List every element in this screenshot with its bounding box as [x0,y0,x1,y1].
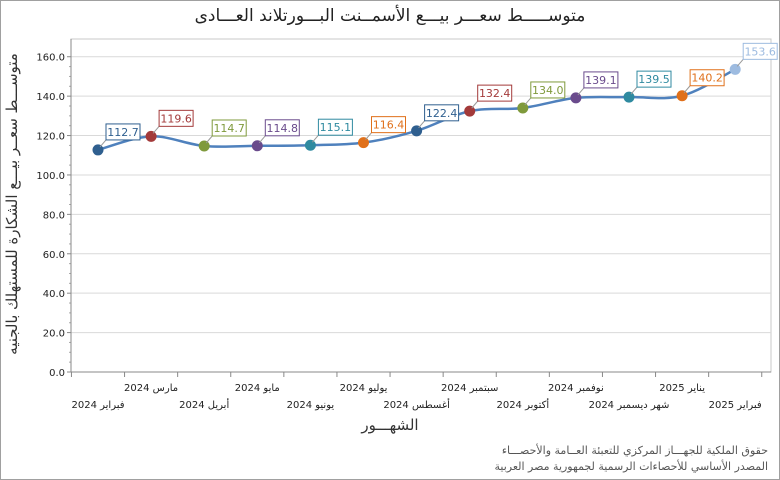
data-label-box [424,104,460,122]
y-tick-label: 40.0 [43,289,65,300]
data-label-box [317,118,353,136]
x-tick-label: مارس 2024 [124,383,178,394]
x-tick-label: مايو 2024 [235,383,280,394]
x-tick-label: أغسطس 2024 [383,398,450,411]
y-tick-label: 120.0 [36,132,65,143]
data-label: 116.4 [373,119,405,132]
data-label: 114.8 [267,122,299,135]
data-point [411,125,423,137]
data-point [623,91,635,103]
data-point [729,63,741,75]
data-label: 119.6 [160,112,192,125]
y-tick-label: 160.0 [36,53,65,64]
y-tick-label: 0.0 [49,368,65,379]
data-label-box [371,116,406,134]
data-label-box [636,70,672,88]
data-label: 139.5 [638,73,670,86]
data-label: 122.4 [426,107,458,120]
data-point [358,137,369,149]
data-label-leader [736,59,744,67]
data-label-box [530,81,566,99]
data-label-leader [471,100,479,109]
data-label-box [264,119,300,137]
x-tick-label: فبراير 2024 [71,400,124,411]
data-label-leader [418,120,425,129]
x-tick-label: يونيو 2024 [287,400,335,411]
data-point [145,130,157,142]
chart-title: متوســـــط سعـــر بيـــع الأسمــنت البــ… [194,6,586,26]
data-label-leader [205,135,213,144]
x-tick-label: نوفمبر 2024 [548,383,604,394]
y-tick-label: 60.0 [43,250,65,261]
data-point [92,144,104,156]
data-label: 134.0 [532,84,564,97]
data-label: 114.7 [213,122,245,135]
data-label-leader [630,86,638,95]
data-label-box [211,119,247,137]
copyright-note: حقوق الملكية للجهـــاز المركزي للتعبئة ا… [501,444,768,457]
data-label-leader [524,97,532,106]
y-tick-label: 80.0 [43,210,65,221]
x-tick-label: يناير 2025 [659,383,705,394]
data-point [464,105,476,117]
x-tick-label: فبراير 2025 [709,400,762,411]
data-label-leader [258,135,266,144]
x-axis-label: الشهـــور [361,416,419,434]
x-tick-label: يوليو 2024 [340,383,388,394]
data-label-box [158,109,194,127]
y-tick-label: 20.0 [43,329,65,340]
data-label: 132.4 [479,87,511,100]
data-label-box [689,69,725,87]
source-note: المصدر الأساسي للأحصاءات الرسمية لجمهوري… [494,460,768,473]
x-tick-label: أكتوبر 2024 [496,398,549,411]
data-label-leader [152,126,160,134]
data-label-box [742,42,778,60]
data-label: 153.6 [744,45,776,58]
data-label: 140.2 [691,72,723,85]
data-label-leader [365,132,372,140]
data-label-box [583,71,619,89]
x-tick-label: أبريل 2024 [179,398,229,411]
y-tick-label: 140.0 [36,92,65,103]
data-point [251,140,263,152]
plot-area [70,38,772,373]
data-label-leader [577,87,585,96]
data-point [570,92,582,104]
data-label: 139.1 [585,74,617,87]
data-point [304,139,316,151]
data-label: 115.1 [320,121,352,134]
data-label: 112.7 [107,126,139,139]
data-label-leader [99,139,107,148]
data-label-leader [683,85,691,94]
data-point [198,140,210,152]
data-label-box [105,123,141,141]
data-label-box [477,84,513,102]
x-tick-label: سبتمبر 2024 [441,383,498,394]
x-tick-label: شهر ديسمبر 2024 [589,400,670,411]
y-tick-label: 100.0 [36,171,65,182]
data-label-leader [312,134,319,143]
data-point [517,102,529,114]
data-point [676,90,688,102]
